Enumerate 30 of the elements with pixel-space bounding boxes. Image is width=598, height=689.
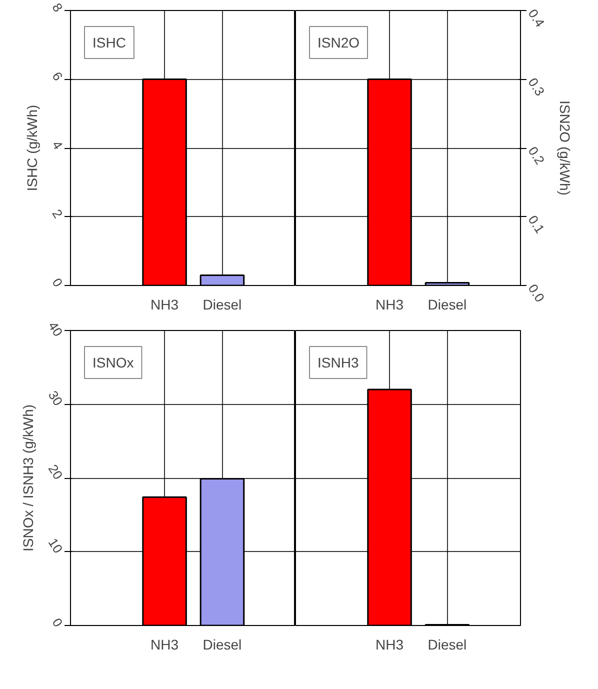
y2-tick-label: 0.3 (525, 75, 548, 99)
text: ISNOx (92, 354, 134, 370)
y-tick-label: 0 (49, 275, 66, 290)
text: ISN2O (318, 34, 360, 50)
x-tick-label: Diesel (428, 636, 467, 652)
text: ISNH3 (318, 354, 359, 370)
y-tick-label: 0 (49, 615, 66, 630)
y2-tick-label: 0.4 (525, 6, 548, 30)
x-tick-label: NH3 (150, 636, 179, 652)
x-tick-label: NH3 (150, 296, 179, 312)
y-tick-label: 30 (45, 388, 66, 408)
x-tick-label: Diesel (202, 296, 242, 312)
x-tick-label: NH3 (376, 636, 404, 652)
y2-tick-label: 0.1 (525, 212, 548, 236)
y2-tick-label: 0.2 (525, 144, 548, 168)
x-tick-label: Diesel (428, 296, 467, 312)
y-tick-label: 10 (45, 536, 66, 556)
y-axis-title: ISNOx / ISNH3 (g/kWh) (20, 404, 36, 552)
y-tick-label: 2 (49, 206, 66, 221)
y-tick-label: 20 (45, 462, 66, 482)
y2-axis-title: ISN2O (g/kWh) (556, 100, 573, 196)
y-tick-label: 6 (49, 69, 66, 84)
y-tick-label: 8 (49, 0, 66, 15)
y-axis-title: ISHC (g/kWh) (24, 104, 40, 192)
x-tick-label: Diesel (202, 636, 242, 652)
x-tick-label: NH3 (376, 296, 404, 312)
y-tick-label: 40 (45, 318, 66, 340)
text: ISHC (92, 34, 126, 50)
y2-tick-label: 0.0 (525, 281, 548, 305)
y-tick-label: 4 (49, 138, 66, 152)
